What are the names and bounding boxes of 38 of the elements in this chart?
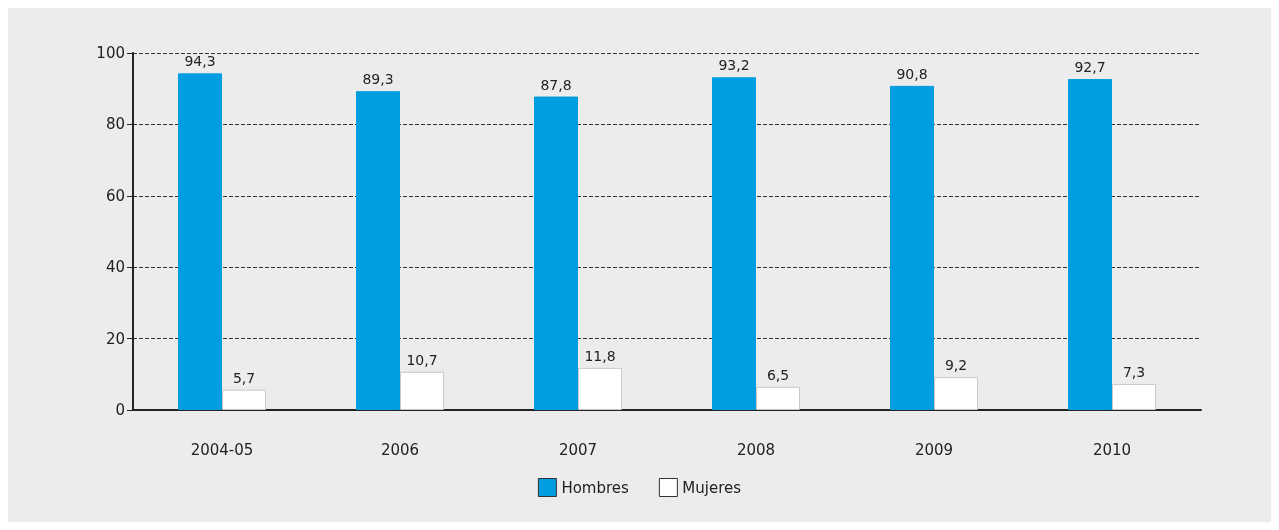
x-tick-label: 2008 bbox=[736, 440, 776, 459]
bar bbox=[534, 96, 578, 410]
x-tick-label: 2009 bbox=[914, 440, 954, 459]
bar bbox=[712, 77, 756, 410]
data-label: 11,8 bbox=[584, 347, 616, 364]
data-label: 10,7 bbox=[406, 351, 438, 368]
data-label: 6,5 bbox=[766, 366, 790, 383]
data-label: 94,3 bbox=[184, 53, 216, 70]
data-label: 93,2 bbox=[718, 57, 750, 74]
y-tick-label: 80 bbox=[105, 115, 125, 134]
bar bbox=[222, 389, 266, 410]
y-tick-label: 40 bbox=[105, 258, 125, 277]
data-label: 90,8 bbox=[896, 65, 928, 82]
data-label: 5,7 bbox=[232, 369, 256, 386]
y-tick-label: 60 bbox=[105, 186, 125, 205]
legend-label: Hombres bbox=[561, 478, 630, 497]
x-tick-label: 2004-05 bbox=[190, 440, 254, 459]
bar bbox=[934, 377, 978, 410]
bar bbox=[756, 386, 800, 410]
bar bbox=[356, 91, 400, 410]
bar bbox=[178, 73, 222, 410]
bar bbox=[1068, 79, 1112, 410]
data-label: 92,7 bbox=[1074, 59, 1106, 76]
x-tick-label: 2007 bbox=[558, 440, 598, 459]
legend-label: Mujeres bbox=[682, 478, 742, 497]
data-label: 89,3 bbox=[362, 71, 394, 88]
bar bbox=[890, 85, 934, 410]
y-tick-label: 20 bbox=[105, 329, 125, 348]
bar bbox=[578, 367, 622, 410]
bar bbox=[1112, 383, 1156, 410]
x-tick-label: 2010 bbox=[1092, 440, 1132, 459]
data-label: 7,3 bbox=[1122, 363, 1146, 380]
y-tick-label: 0 bbox=[115, 401, 125, 419]
y-tick-label: 100 bbox=[96, 44, 125, 62]
x-tick-label: 2006 bbox=[380, 440, 420, 459]
data-label: 9,2 bbox=[944, 357, 968, 374]
data-label: 87,8 bbox=[540, 76, 572, 93]
bar bbox=[400, 371, 444, 410]
